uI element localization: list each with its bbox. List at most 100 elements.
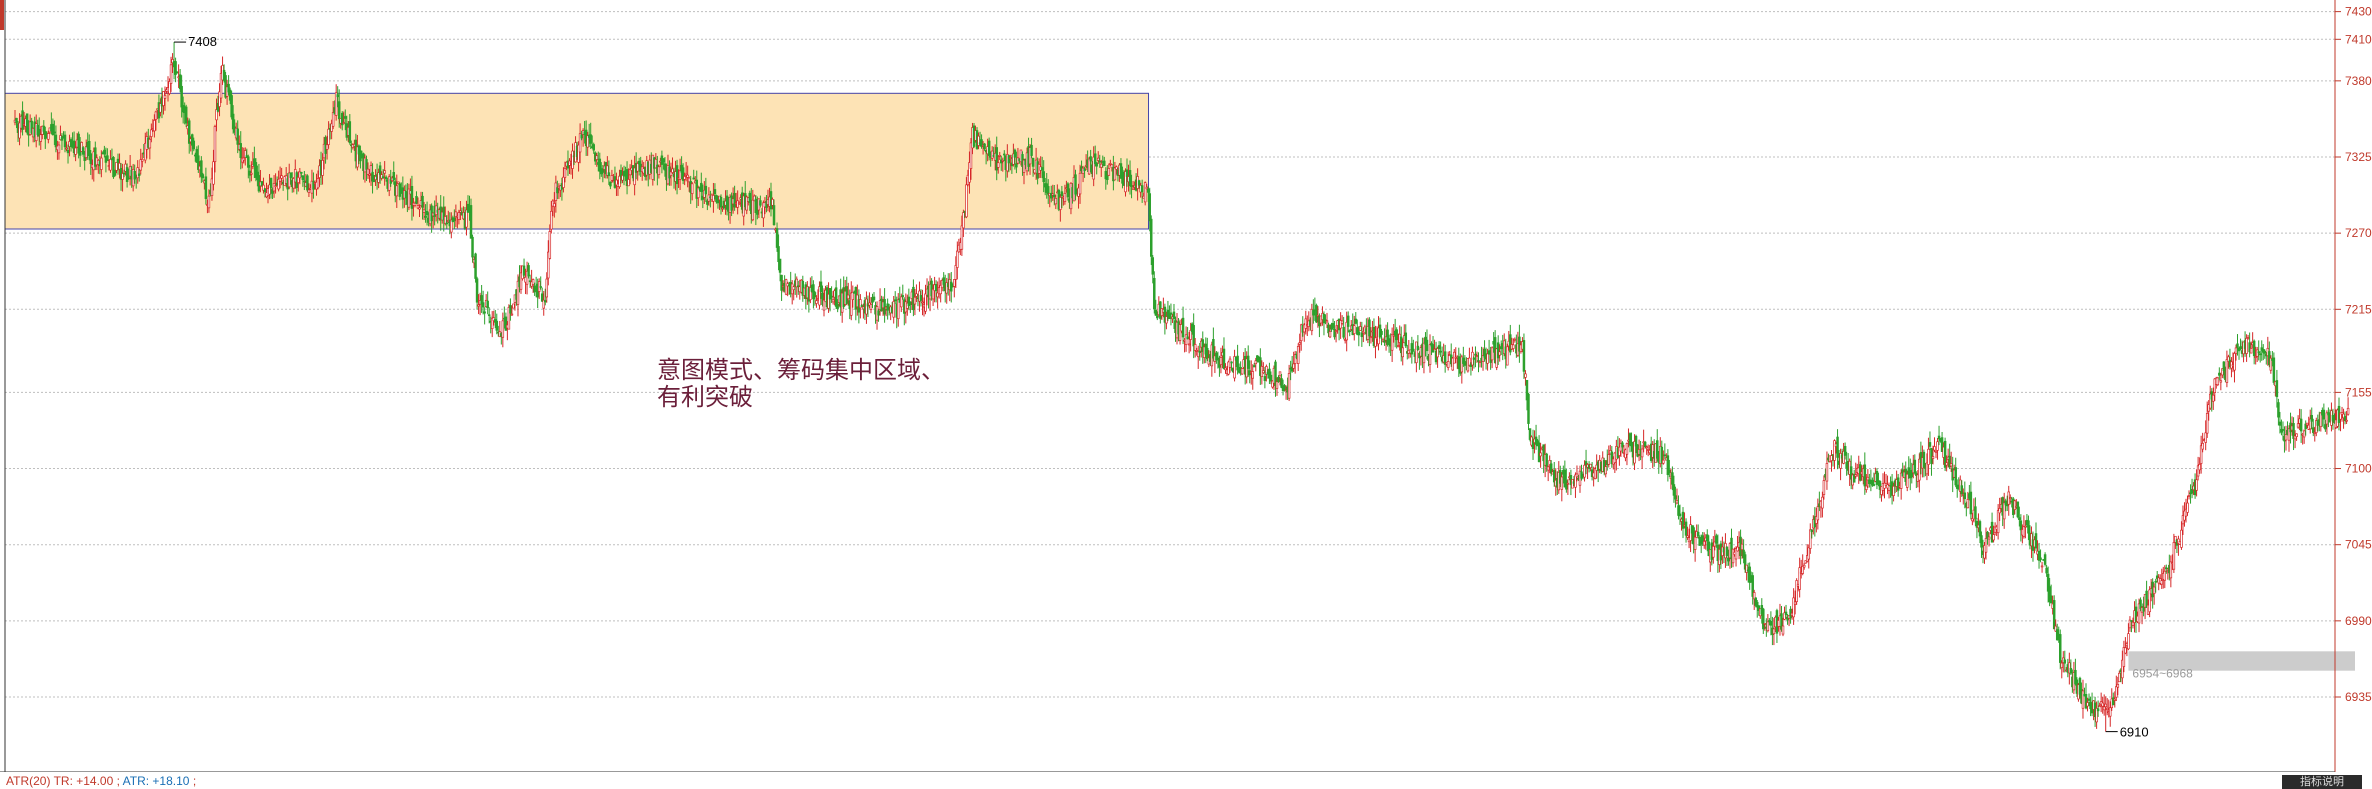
candle-body [954, 265, 958, 280]
candle-body [795, 278, 798, 288]
candle-body [474, 253, 477, 279]
candle-body [136, 167, 139, 179]
candle [1415, 341, 1418, 373]
candle-body [859, 299, 862, 309]
candle-body [1527, 393, 1530, 424]
candle-body [1854, 474, 1857, 477]
candle-body [1684, 521, 1688, 536]
candle [2024, 520, 2027, 539]
indicator-help-button[interactable]: 指标说明 [2282, 775, 2362, 789]
candle [1468, 347, 1471, 367]
candle [860, 304, 864, 307]
candle [2227, 354, 2230, 369]
candle [815, 295, 818, 308]
candle-body [1512, 344, 1515, 349]
candle [2237, 346, 2241, 360]
candle-body [809, 287, 812, 301]
candle-body [1740, 543, 1744, 550]
candle-body [1913, 459, 1917, 474]
candle-body [1693, 536, 1697, 550]
candle-body [227, 83, 230, 93]
candle [471, 234, 474, 263]
candle [378, 161, 382, 184]
candle [1339, 312, 1342, 339]
candle-body [818, 286, 821, 306]
candle-body [671, 168, 674, 173]
candle-body [1189, 330, 1192, 340]
candle-body [528, 280, 532, 283]
candle-body [1342, 326, 1345, 338]
candle-body [77, 133, 80, 154]
candle [1265, 364, 1268, 382]
candle [1975, 517, 1979, 539]
candle [1668, 459, 1671, 478]
candle [1528, 428, 1532, 442]
candle [1801, 554, 1804, 576]
candle [1899, 469, 1903, 500]
candle-body [368, 173, 371, 176]
candle-body [224, 75, 227, 98]
candle-body [2233, 353, 2236, 371]
candle-body [1262, 370, 1265, 374]
candle-body [112, 157, 115, 178]
candle-body [1275, 381, 1279, 389]
candle-body [737, 202, 741, 205]
candle [1050, 185, 1053, 203]
candle [1525, 379, 1529, 411]
candle-body [1296, 346, 1300, 364]
candle-body [625, 169, 629, 187]
candle [519, 265, 523, 294]
candle-body [936, 292, 939, 298]
candle-body [687, 177, 691, 183]
candle [2019, 514, 2023, 542]
candle-body [477, 304, 480, 307]
candle [872, 292, 876, 302]
candle [1795, 578, 1798, 605]
candle-body [754, 198, 758, 214]
candle [771, 197, 774, 210]
candle [1702, 532, 1706, 549]
candle [934, 280, 938, 303]
candle [1830, 449, 1833, 472]
candle-body [103, 149, 106, 155]
candle [1143, 181, 1147, 206]
candle-body [465, 209, 468, 228]
candle [424, 204, 427, 223]
candle [2310, 407, 2313, 430]
candle [830, 286, 833, 303]
candle-body [207, 195, 211, 209]
candle-body [2342, 413, 2345, 419]
candle [1769, 611, 1773, 636]
candle-body [1816, 506, 1820, 521]
candle-body [378, 165, 382, 175]
candle [348, 114, 352, 145]
candle-body [2234, 347, 2238, 354]
candle-body [1537, 442, 1541, 463]
candle [1269, 371, 1273, 385]
candle [745, 195, 748, 215]
candle-body [1566, 482, 1570, 485]
candle [797, 280, 800, 295]
candle-body [2213, 378, 2217, 394]
candle [239, 131, 242, 170]
candle [1792, 588, 1795, 625]
candle-body [94, 147, 97, 167]
candle-body [325, 144, 329, 150]
candle [1298, 333, 1301, 353]
candle-body [2319, 412, 2323, 428]
annotation-line-1: 意图模式、筹码集中区域、 [657, 357, 945, 384]
candle [207, 189, 211, 213]
candle-body [756, 206, 759, 215]
candle [1412, 339, 1415, 352]
candle-body [1148, 193, 1151, 222]
candle-body [2249, 348, 2253, 354]
candle [1560, 472, 1564, 502]
candle [1498, 344, 1501, 362]
candle [2216, 376, 2220, 387]
candle-body [1042, 171, 1045, 183]
candle-body [1836, 436, 1839, 458]
candle [1706, 529, 1709, 552]
candle-body [1651, 444, 1654, 458]
candle [2054, 619, 2057, 632]
candle [942, 272, 945, 292]
